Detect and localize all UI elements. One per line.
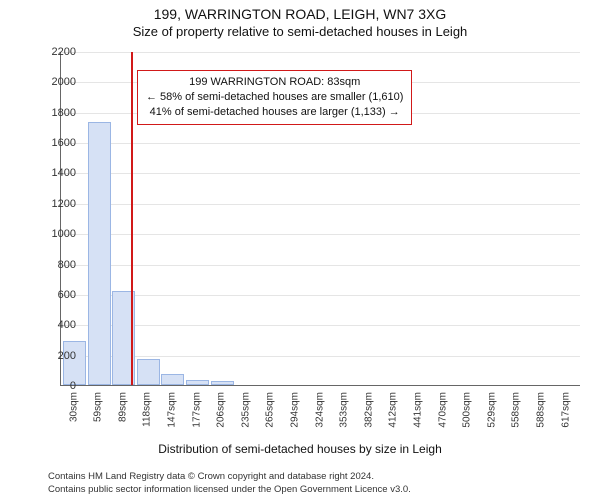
- x-tick-label: 382sqm: [363, 392, 374, 428]
- y-tick-label: 1800: [40, 107, 76, 119]
- page-subtitle: Size of property relative to semi-detach…: [0, 24, 600, 39]
- bar: [186, 380, 209, 385]
- bar: [137, 359, 160, 385]
- y-tick-label: 1400: [40, 167, 76, 179]
- y-tick-label: 2200: [40, 46, 76, 58]
- x-tick-label: 324sqm: [314, 392, 325, 428]
- y-tick-label: 600: [40, 289, 76, 301]
- annotation-line: 199 WARRINGTON ROAD: 83sqm: [146, 75, 403, 90]
- annotation-line: 41% of semi-detached houses are larger (…: [146, 105, 403, 120]
- y-tick-label: 800: [40, 259, 76, 271]
- chart: Number of semi-detached properties 199 W…: [0, 44, 600, 460]
- bar: [161, 374, 184, 385]
- attribution: Contains HM Land Registry data © Crown c…: [48, 471, 411, 496]
- annotation-box: 199 WARRINGTON ROAD: 83sqm ← 58% of semi…: [137, 70, 412, 125]
- x-tick-label: 235sqm: [240, 392, 251, 428]
- x-tick-label: 147sqm: [166, 392, 177, 428]
- x-tick-label: 30sqm: [68, 392, 79, 422]
- x-tick-label: 177sqm: [191, 392, 202, 428]
- x-tick-label: 412sqm: [388, 392, 399, 428]
- y-tick-label: 1000: [40, 228, 76, 240]
- x-tick-label: 118sqm: [142, 392, 153, 427]
- y-tick-label: 1200: [40, 198, 76, 210]
- marker-line: [131, 52, 133, 385]
- page-title: 199, WARRINGTON ROAD, LEIGH, WN7 3XG: [0, 6, 600, 22]
- x-tick-label: 529sqm: [486, 392, 497, 428]
- bar: [211, 381, 234, 385]
- attribution-line: Contains public sector information licen…: [48, 484, 411, 496]
- y-tick-label: 200: [40, 350, 76, 362]
- plot-area: 199 WARRINGTON ROAD: 83sqm ← 58% of semi…: [60, 52, 580, 386]
- bar: [63, 341, 86, 385]
- x-tick-label: 89sqm: [117, 392, 128, 422]
- x-tick-label: 500sqm: [462, 392, 473, 428]
- x-tick-label: 206sqm: [216, 392, 227, 428]
- x-tick-label: 470sqm: [437, 392, 448, 428]
- y-tick-label: 400: [40, 319, 76, 331]
- y-tick-label: 2000: [40, 76, 76, 88]
- x-tick-label: 617sqm: [560, 392, 571, 428]
- x-tick-label: 588sqm: [535, 392, 546, 428]
- x-tick-label: 353sqm: [339, 392, 350, 428]
- y-tick-label: 0: [40, 380, 76, 392]
- annotation-line: ← 58% of semi-detached houses are smalle…: [146, 90, 403, 105]
- x-axis-label: Distribution of semi-detached houses by …: [0, 442, 600, 456]
- attribution-line: Contains HM Land Registry data © Crown c…: [48, 471, 411, 483]
- x-tick-label: 294sqm: [289, 392, 300, 428]
- x-tick-label: 265sqm: [265, 392, 276, 428]
- y-tick-label: 1600: [40, 137, 76, 149]
- bar: [88, 122, 111, 385]
- x-tick-label: 441sqm: [412, 392, 423, 428]
- x-tick-label: 558sqm: [511, 392, 522, 428]
- x-tick-label: 59sqm: [93, 392, 104, 422]
